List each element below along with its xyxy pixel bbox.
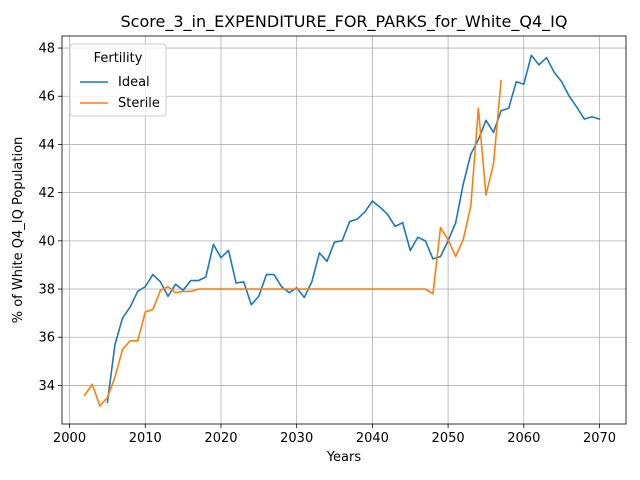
y-tick-label: 42 [38, 186, 55, 201]
y-tick-label: 36 [38, 331, 55, 346]
legend: Fertility Ideal Sterile [69, 43, 167, 117]
series-lines [83, 54, 601, 407]
y-tick-label: 40 [38, 234, 55, 249]
series-line-ideal [106, 54, 601, 404]
chart-title: Score_3_in_EXPENDITURE_FOR_PARKS_for_Whi… [121, 12, 568, 32]
legend-items: Ideal Sterile [80, 75, 160, 111]
x-tick-label: 2000 [53, 431, 86, 446]
y-tick-label: 46 [38, 90, 55, 105]
x-tick-label: 2030 [280, 431, 313, 446]
legend-box [69, 43, 167, 117]
y-axis-label: % of White Q4_IQ Population [11, 137, 26, 324]
y-tick-label: 38 [38, 283, 55, 298]
x-tick-label: 2070 [583, 431, 616, 446]
x-tick-label: 2010 [129, 431, 162, 446]
axis-ticks: 2000 2010 2020 2030 2040 2050 2060 2070 34 36 38 40… [38, 42, 616, 446]
series-line-sterile [83, 79, 502, 407]
x-tick-label: 2020 [204, 431, 237, 446]
plot-frame [61, 35, 627, 425]
x-axis-label: Years [326, 450, 362, 465]
legend-label-ideal: Ideal [118, 75, 150, 90]
x-tick-label: 2050 [432, 431, 465, 446]
legend-title: Fertility [94, 51, 143, 66]
legend-label-sterile: Sterile [118, 96, 160, 111]
x-tick-label: 2060 [507, 431, 540, 446]
x-tick-label: 2040 [356, 431, 389, 446]
y-tick-label: 44 [38, 138, 55, 153]
y-tick-label: 34 [38, 379, 55, 394]
y-tick-label: 48 [38, 42, 55, 57]
